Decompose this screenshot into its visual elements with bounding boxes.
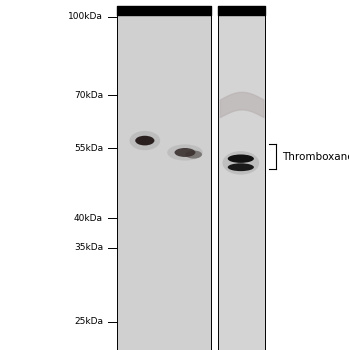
Ellipse shape [185, 150, 202, 159]
Bar [117, 6, 211, 350]
Ellipse shape [167, 145, 203, 161]
Ellipse shape [228, 154, 254, 163]
Ellipse shape [223, 151, 259, 175]
Text: 70kDa: 70kDa [74, 91, 103, 100]
Text: 55kDa: 55kDa [74, 144, 103, 153]
Text: 25kDa: 25kDa [74, 317, 103, 327]
Ellipse shape [174, 148, 195, 157]
Text: 35kDa: 35kDa [74, 243, 103, 252]
Text: Thromboxane synthase: Thromboxane synthase [282, 152, 349, 162]
Ellipse shape [135, 136, 154, 145]
Ellipse shape [129, 131, 160, 150]
Ellipse shape [228, 163, 254, 171]
Text: 100kDa: 100kDa [68, 13, 103, 21]
Bar [218, 6, 265, 350]
Text: 40kDa: 40kDa [74, 214, 103, 223]
